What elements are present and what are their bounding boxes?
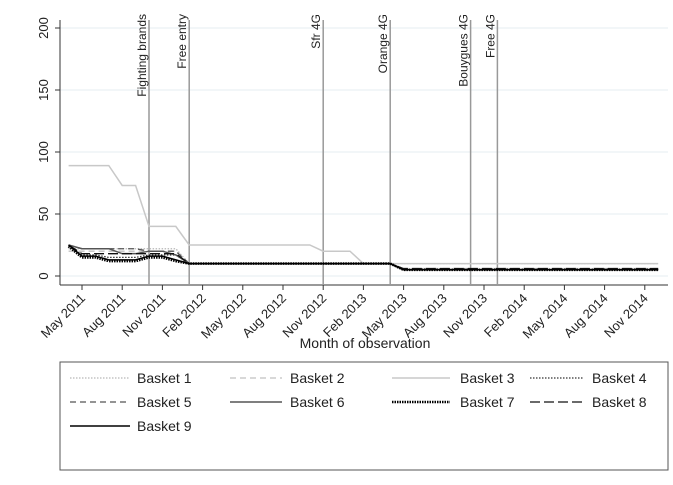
event-label: Free entry	[175, 14, 189, 69]
y-tick-label: 0	[36, 272, 51, 279]
event-label: Orange 4G	[376, 14, 390, 73]
x-tick-label: May 2011	[38, 291, 88, 341]
legend-label: Basket 4	[592, 370, 647, 386]
legend-label: Basket 3	[460, 370, 515, 386]
y-tick-label: 150	[36, 79, 51, 101]
x-axis-title: Month of observation	[300, 335, 431, 351]
y-tick-label: 100	[36, 141, 51, 163]
event-label: Bouygues 4G	[457, 14, 471, 87]
legend-label: Basket 1	[137, 370, 192, 386]
legend-box	[59, 361, 669, 471]
series-line	[67, 245, 659, 272]
legend-label: Basket 6	[290, 394, 345, 410]
legend-label: Basket 5	[137, 394, 192, 410]
legend-label: Basket 2	[290, 370, 345, 386]
x-tick-label: Aug 2011	[79, 291, 128, 340]
legend-label: Basket 7	[460, 394, 515, 410]
y-tick-label: 50	[36, 207, 51, 221]
legend-label: Basket 9	[137, 418, 192, 434]
event-label: Free 4G	[483, 14, 497, 58]
x-tick-label: Nov 2012	[279, 291, 329, 341]
legend-label: Basket 8	[592, 394, 647, 410]
series-line	[68, 244, 659, 271]
y-tick-label: 200	[36, 17, 51, 39]
x-tick-label: Nov 2013	[440, 291, 490, 341]
event-label: Sfr 4G	[309, 14, 323, 49]
event-label: Fighting brands	[135, 14, 149, 97]
x-tick-label: Nov 2014	[601, 291, 651, 341]
